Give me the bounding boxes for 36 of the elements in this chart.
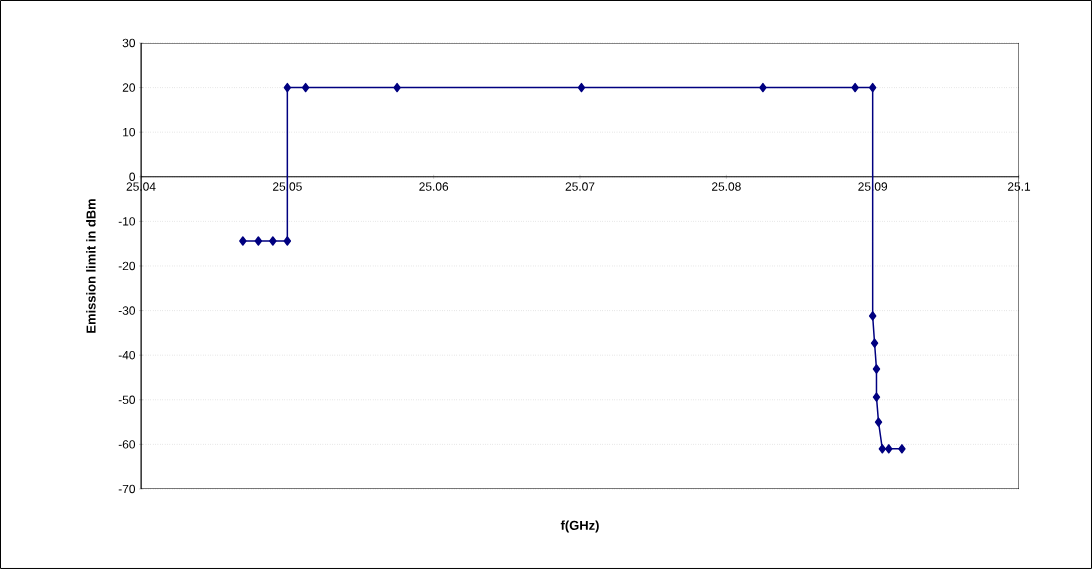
y-tick-label: -30 <box>118 306 136 315</box>
point <box>759 82 767 93</box>
point <box>870 338 879 348</box>
y-axis-title: Emission limit in dBm <box>86 199 96 333</box>
point <box>868 82 877 93</box>
point <box>283 236 292 246</box>
point <box>872 364 881 374</box>
point <box>577 82 586 93</box>
y-tick-label: -10 <box>118 217 136 226</box>
y-tick-label: -60 <box>118 440 136 449</box>
y-tick-label: 30 <box>122 38 136 48</box>
y-tick-label: -70 <box>118 484 136 494</box>
x-axis-title: f(GHz) <box>560 520 599 533</box>
y-tick-label: 10 <box>123 127 136 137</box>
x-tick-label: 25.1 <box>1007 182 1031 191</box>
point <box>301 82 310 93</box>
point <box>885 444 893 454</box>
y-tick-label: -50 <box>118 395 136 405</box>
point <box>868 311 877 321</box>
point <box>872 392 881 402</box>
point <box>239 236 247 246</box>
x-tick-label: 25.06 <box>419 182 449 191</box>
point <box>254 236 263 246</box>
y-tick-label: 0 <box>129 172 136 182</box>
point <box>393 82 401 93</box>
x-tick-label: 25.08 <box>711 182 741 191</box>
point <box>898 444 906 454</box>
point <box>878 444 887 454</box>
point <box>851 82 859 93</box>
point <box>283 82 292 93</box>
y-tick-label: -20 <box>118 261 136 271</box>
point <box>269 236 277 246</box>
x-tick-label: 25.07 <box>565 182 595 191</box>
y-tick-label: 20 <box>122 83 136 92</box>
y-tick-label: -40 <box>118 350 136 360</box>
point <box>874 417 883 427</box>
